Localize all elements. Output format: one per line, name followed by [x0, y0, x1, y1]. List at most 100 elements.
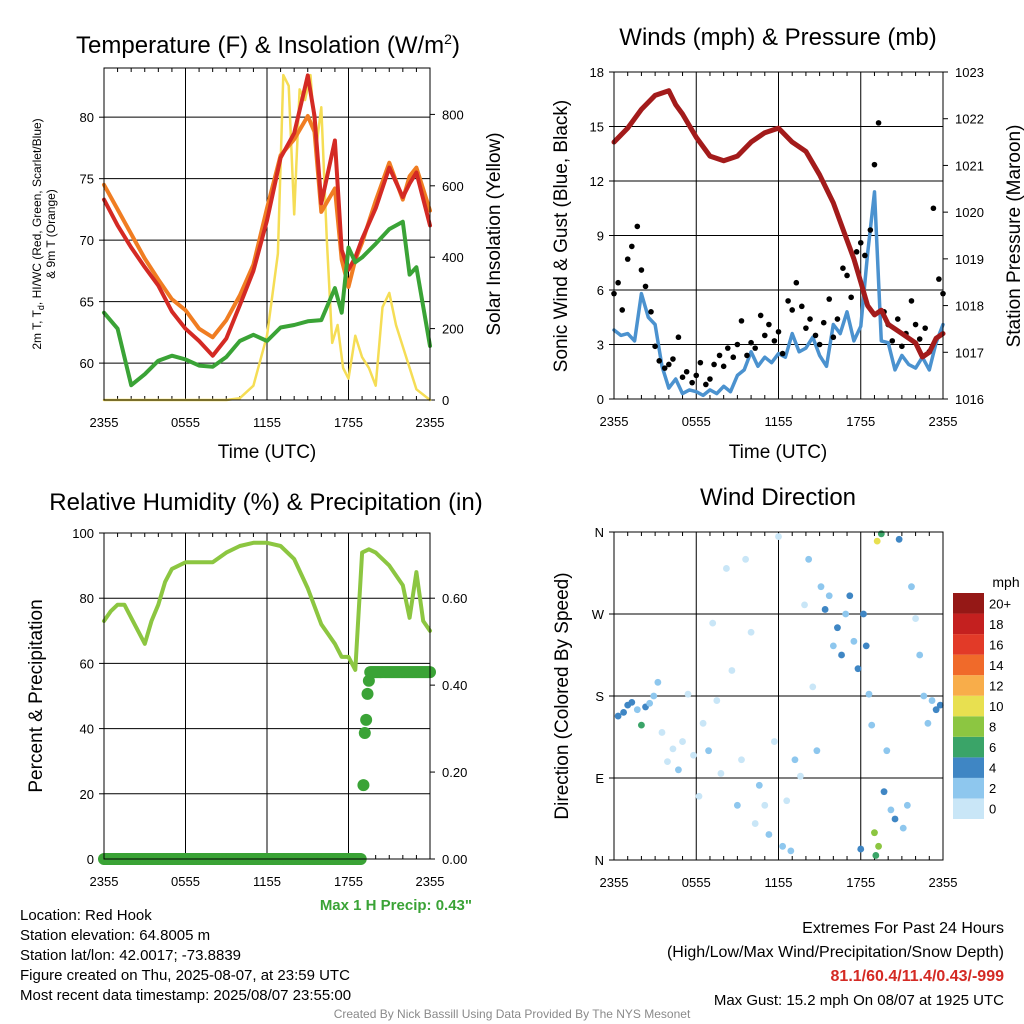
direction-point [865, 690, 873, 698]
temp-ylabel-left: 2m T, Td, HI/WC (Red, Green, Scarlet/Blu… [30, 118, 58, 349]
direction-point [723, 565, 730, 572]
rh-y-tick-label: 80 [80, 591, 94, 606]
direction-point [751, 820, 759, 827]
wind-y2-tick-label: 1017 [955, 345, 984, 360]
gust-point [693, 372, 700, 379]
gust-point [936, 276, 942, 282]
gust-point [922, 325, 928, 331]
gust-point [670, 356, 676, 362]
direction-point [690, 751, 697, 759]
gust-point [889, 338, 896, 344]
gust-point [807, 316, 813, 322]
direction-point [779, 842, 787, 850]
rh-grid [99, 532, 435, 860]
temp-y2-tick-label: 200 [442, 322, 464, 337]
direction-point [842, 610, 850, 618]
direction-point [916, 651, 924, 659]
extremes-info: Extremes For Past 24 Hours (High/Low/Max… [667, 917, 1004, 1013]
dir-y-tick-label: S [595, 689, 604, 704]
direction-point [728, 667, 736, 674]
direction-point [705, 747, 712, 755]
wind-title: Winds (mph) & Pressure (mb) [619, 24, 936, 51]
gust-point [648, 309, 654, 315]
direction-point [891, 815, 899, 823]
gust-point [638, 267, 645, 273]
wind-x-tick-label: 2355 [929, 414, 958, 429]
direction-point [787, 847, 795, 855]
station-info: Location: Red Hook Station elevation: 64… [20, 906, 351, 1006]
gust-point [752, 345, 758, 351]
dir-x-tick-label: 2355 [929, 875, 958, 890]
direction-point [877, 530, 885, 538]
gust-point [799, 303, 805, 310]
extremes-legend: (High/Low/Max Wind/Precipitation/Snow De… [666, 944, 1004, 961]
direction-point [738, 756, 745, 764]
rh-x-tick-label: 2355 [416, 874, 445, 889]
wind-tick-labels: 2355 0555 1155 1755 2355 0 3 6 9 12 15 18 1016 1017 10… [590, 65, 984, 429]
temp-y-tick-label: 70 [80, 233, 94, 248]
gust-point [744, 352, 750, 359]
direction-point [747, 628, 755, 636]
direction-point [650, 692, 658, 700]
colorbar-swatch [953, 593, 984, 614]
direction-point [868, 721, 876, 729]
wind-ylabel-left: Sonic Wind & Gust (Blue, Black) [551, 100, 572, 372]
direction-point [620, 709, 627, 716]
colorbar-label: 12 [989, 678, 1003, 693]
gust-point [697, 359, 704, 366]
colorbar-swatch [953, 716, 984, 737]
dir-tick-labels: 2355 0555 1155 1755 2355 N E S W N [592, 525, 958, 890]
gust-point [757, 312, 764, 319]
rh-x-tick-label: 1755 [334, 874, 363, 889]
temp-plot-frame [103, 67, 431, 401]
gust-point [803, 325, 809, 331]
rh-y2-tick-label: 0.60 [442, 591, 467, 606]
temp-x-tick-label: 2355 [90, 415, 119, 430]
temp-panel: Temperature (F) & Insolation (W/m2) 2355… [30, 31, 505, 463]
direction-point [699, 719, 707, 727]
dir-y-tick-label: N [595, 525, 604, 540]
direction-point [846, 592, 854, 600]
direction-point [633, 706, 641, 714]
wind-x-tick-label: 1755 [846, 414, 875, 429]
gust-point [916, 336, 923, 342]
rh-x-tick-label: 0555 [171, 874, 200, 889]
temp-2m-line [102, 73, 432, 358]
colorbar-swatch [953, 736, 984, 758]
temp-series-lines [102, 73, 432, 402]
temp-y2-tick-label: 800 [442, 107, 464, 122]
dewpoint-line [102, 219, 432, 388]
gust-point [619, 307, 626, 313]
gust-point [785, 298, 791, 304]
gust-point [862, 252, 868, 259]
dir-x-tick-label: 0555 [682, 875, 711, 890]
temp-xlabel: Time (UTC) [218, 442, 317, 463]
svg-text:& 9m T (Orange): & 9m T (Orange) [44, 189, 58, 279]
gust-point [634, 223, 641, 230]
direction-point [805, 555, 813, 563]
direction-point [883, 747, 891, 755]
gust-point [848, 294, 854, 301]
precip-point [357, 779, 370, 792]
dir-title: Wind Direction [700, 484, 856, 511]
dir-y-tick-label: N [595, 853, 604, 868]
direction-point [801, 601, 808, 609]
gust-point [720, 363, 727, 370]
gust-point [912, 321, 919, 328]
temp-x-tick-label: 1155 [253, 415, 281, 430]
gust-point [908, 298, 915, 304]
relative-humidity-line [102, 540, 432, 672]
direction-point [761, 801, 769, 809]
solar-insolation-line [102, 73, 432, 402]
direction-point [880, 788, 888, 796]
colorbar-swatch [953, 675, 984, 696]
wind-plot-frame [613, 71, 944, 400]
direction-point [862, 642, 870, 650]
gust-point [652, 343, 658, 350]
direction-point [646, 699, 654, 707]
colorbar-label: 10 [989, 699, 1003, 714]
wind-y2-tick-label: 1022 [955, 112, 984, 127]
gust-point [683, 368, 690, 375]
wind-panel: Winds (mph) & Pressure (mb) 2355 0555 1155… [551, 24, 1024, 463]
colorbar-swatch [953, 757, 984, 778]
